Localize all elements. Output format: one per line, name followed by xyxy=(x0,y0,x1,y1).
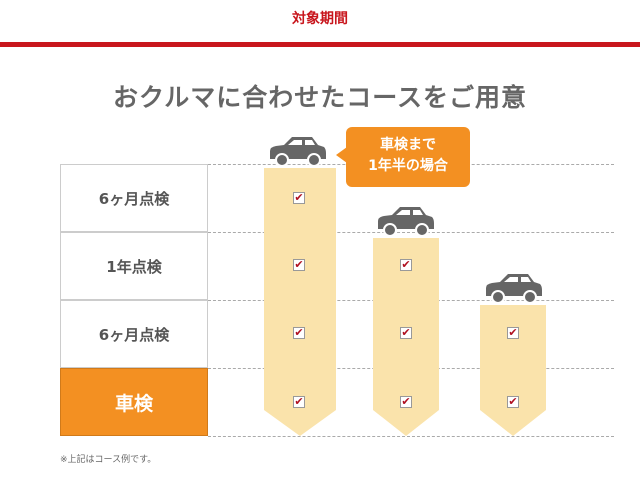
callout-line-2: 1年半の場合 xyxy=(368,158,448,174)
footnote: ※上記はコース例です。 xyxy=(60,455,157,465)
checkbox-checked-icon: ✔ xyxy=(507,395,519,408)
checkbox-checked-icon: ✔ xyxy=(400,395,412,408)
header-divider xyxy=(0,42,640,47)
row-label-1year: 1年点検 xyxy=(60,232,208,300)
section-header: 対象期間 xyxy=(292,11,348,27)
checkbox-checked-icon: ✔ xyxy=(507,326,519,339)
checkbox-checked-icon: ✔ xyxy=(293,258,305,271)
row-label-6month-1: 6ヶ月点検 xyxy=(60,164,208,232)
checkbox-checked-icon: ✔ xyxy=(400,326,412,339)
checkbox-checked-icon: ✔ xyxy=(293,191,305,204)
page-title: おクルマに合わせたコースをご用意 xyxy=(112,83,527,112)
car-icon xyxy=(486,274,542,304)
row-divider xyxy=(208,232,614,233)
checkbox-checked-icon: ✔ xyxy=(293,326,305,339)
course-bar-3 xyxy=(480,305,546,436)
row-label-shaken: 車検 xyxy=(60,368,208,436)
car-icon xyxy=(270,137,326,167)
row-label-6month-2: 6ヶ月点検 xyxy=(60,300,208,368)
callout-line-1: 車検まで xyxy=(380,137,436,153)
callout-bubble: 車検まで 1年半の場合 xyxy=(336,127,470,187)
row-divider xyxy=(208,436,614,437)
course-bar-1 xyxy=(264,168,336,436)
checkbox-checked-icon: ✔ xyxy=(293,395,305,408)
checkbox-checked-icon: ✔ xyxy=(400,258,412,271)
car-icon xyxy=(378,207,434,237)
